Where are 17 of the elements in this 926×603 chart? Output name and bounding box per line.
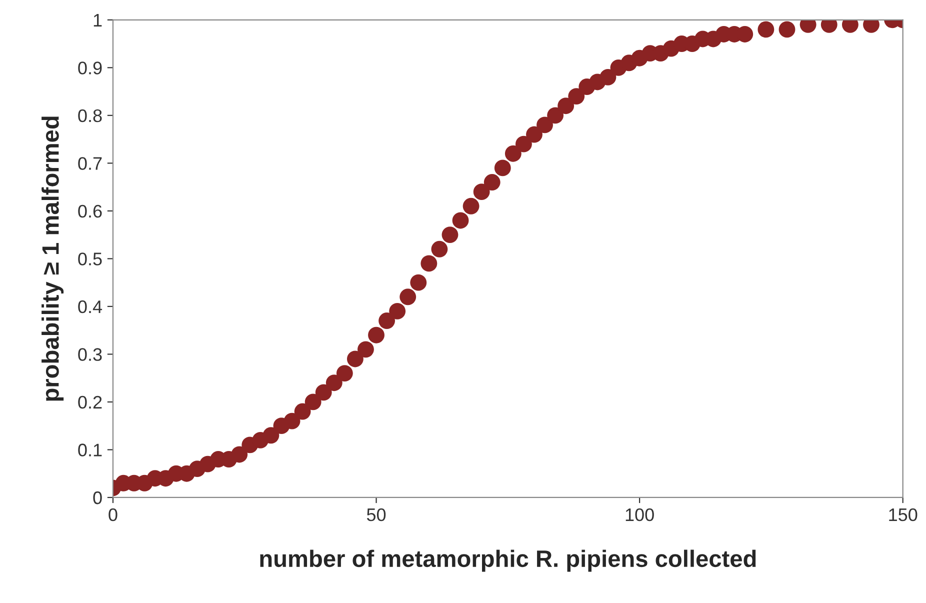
y-tick-label: 0 [93,491,102,504]
y-tick-label: 0.4 [78,300,102,314]
y-tick-label: 0.7 [78,157,102,170]
y-tick-label: 0.3 [78,348,102,361]
y-tick-label: 0.1 [78,444,102,456]
x-tick-label: 150 [889,508,918,522]
y-tick-label: 0.5 [78,252,102,266]
x-axis-title: number of metamorphic R. pipiens collected [260,550,756,572]
x-tick-label: 50 [366,508,386,522]
y-tick-label: 0.2 [78,396,102,409]
x-tick-label: 100 [626,508,654,522]
y-axis-title: probability ≥ 1 malformed [42,116,64,401]
y-tick-label: 0.6 [78,204,102,218]
y-tick-label: 0.8 [78,109,102,122]
x-tick-label: 0 [108,508,118,522]
y-tick-label: 1 [94,14,102,26]
y-tick-label: 0.9 [78,62,102,74]
